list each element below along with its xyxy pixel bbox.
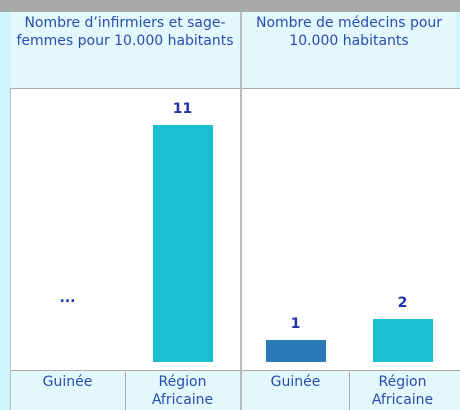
- top-bar: [0, 0, 460, 12]
- category-divider: [349, 372, 350, 410]
- panel-title: Nombre d’infirmiers et sage-femmes pour …: [10, 12, 240, 88]
- x-tick-label: Région Africaine: [151, 374, 214, 408]
- left-border: [10, 12, 11, 410]
- x-tick-label: Région Africaine: [371, 374, 434, 408]
- bar: [372, 318, 433, 362]
- bar: [152, 125, 213, 362]
- x-tick-label: Guinée: [270, 374, 321, 390]
- x-tick-label: Guinée: [42, 374, 93, 390]
- data-label: 1: [290, 316, 301, 333]
- data-label: 2: [397, 294, 408, 311]
- bar: [265, 340, 326, 362]
- panel-divider: [240, 12, 242, 410]
- category-row: [10, 370, 460, 410]
- header-border: [10, 88, 460, 89]
- data-label: 11: [172, 101, 193, 117]
- data-label: ...: [59, 290, 76, 306]
- panel-title: Nombre de médecins pour 10.000 habitants: [242, 12, 456, 88]
- category-divider: [125, 372, 126, 410]
